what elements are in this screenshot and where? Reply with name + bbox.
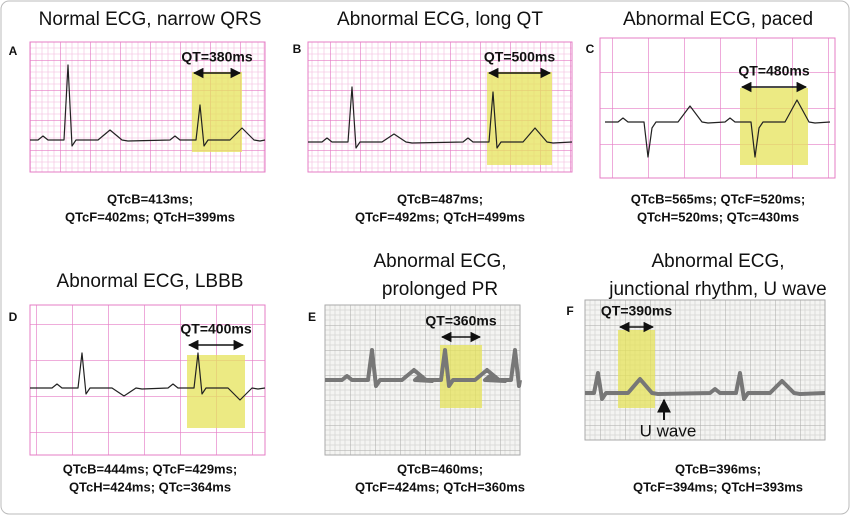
- ecg-trace: [308, 86, 573, 149]
- panel-title: Abnormal ECG,: [373, 251, 506, 272]
- panel-letter: A: [9, 44, 18, 58]
- ecg-trace: [325, 348, 522, 388]
- qtc-values: QTcB=413ms;: [107, 191, 193, 206]
- qtc-values: QTcB=460ms;: [397, 461, 483, 476]
- qt-highlight: [487, 72, 552, 165]
- ecg-panel: QT=400ms D Abnormal ECG, LBBB QTcB=444ms; Q…: [9, 271, 266, 494]
- panel-title: Normal ECG, narrow QRS: [39, 9, 262, 30]
- panel-letter: F: [566, 304, 573, 318]
- ecg-trace: [585, 371, 826, 401]
- qt-label: QT=380ms: [181, 49, 252, 65]
- qtc-values: QTcH=520ms; QTc=430ms: [637, 209, 799, 224]
- qt-label: QT=390ms: [601, 303, 672, 319]
- qt-highlight: [187, 355, 245, 428]
- qtc-values: QTcB=565ms; QTcF=520ms;: [631, 191, 805, 206]
- ecg-trace: [30, 352, 266, 401]
- ecg-trace: [30, 64, 266, 147]
- qt-label: QT=360ms: [425, 313, 496, 329]
- qt-label: QT=480ms: [738, 63, 809, 79]
- qt-label: QT=400ms: [180, 321, 251, 337]
- ecg-panel: QT=480ms C Abnormal ECG, paced QTcB=565ms; …: [586, 9, 836, 224]
- ecg-trace: [605, 99, 831, 158]
- panel-letter: C: [586, 42, 595, 56]
- ecg-panel: QT=500ms B Abnormal ECG, long QT QTcB=487ms…: [293, 9, 573, 224]
- qtc-values: QTcB=487ms;: [397, 191, 483, 206]
- panel-title: Abnormal ECG, paced: [623, 9, 813, 30]
- ecg-panel: QT=380ms A Normal ECG, narrow QRS QTcB=413m…: [9, 9, 266, 224]
- annotation: U wave: [640, 421, 697, 440]
- qt-highlight: [618, 330, 655, 408]
- qtc-values: QTcH=424ms; QTc=364ms: [69, 479, 231, 494]
- ecg-panel: QT=390ms F Abnormal ECG, junctional rhythm,…: [566, 251, 826, 494]
- qt-label: QT=500ms: [484, 49, 555, 65]
- panel-title: Abnormal ECG, LBBB: [57, 271, 244, 292]
- panel-title: junctional rhythm, U wave: [608, 279, 827, 300]
- qt-highlight: [740, 88, 808, 165]
- ecg-panel: QT=360ms E Abnormal ECG, prolonged PR QTcB=4…: [308, 251, 525, 494]
- panel-title: Abnormal ECG, long QT: [337, 9, 543, 30]
- panel-title: prolonged PR: [382, 279, 498, 300]
- panel-title: Abnormal ECG,: [651, 251, 784, 272]
- qtc-values: QTcB=444ms; QTcF=429ms;: [63, 461, 237, 476]
- qtc-values: QTcF=492ms; QTcH=499ms: [355, 209, 525, 224]
- panel-letter: D: [9, 310, 18, 324]
- panel-letter: E: [308, 310, 316, 324]
- qtc-values: QTcB=396ms;: [675, 461, 761, 476]
- qtc-values: QTcF=424ms; QTcH=360ms: [355, 479, 525, 494]
- qtc-values: QTcF=402ms; QTcH=399ms: [65, 209, 235, 224]
- qtc-values: QTcF=394ms; QTcH=393ms: [633, 479, 803, 494]
- panel-letter: B: [293, 42, 302, 56]
